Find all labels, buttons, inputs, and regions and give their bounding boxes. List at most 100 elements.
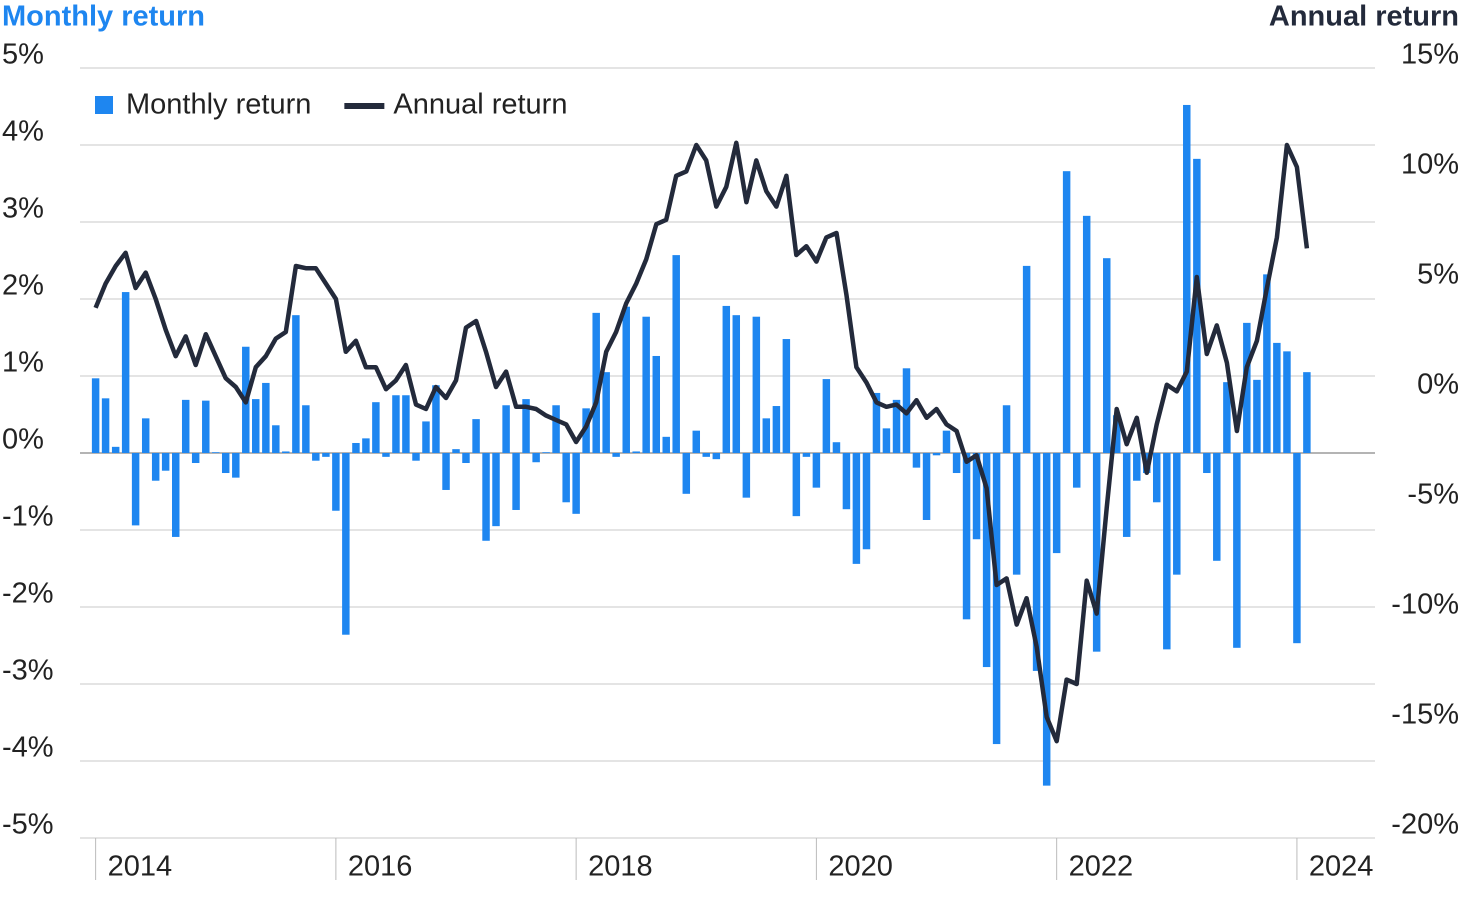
- bar: [862, 453, 871, 550]
- bar: [1022, 265, 1031, 453]
- bar: [892, 399, 901, 453]
- bar: [562, 453, 570, 503]
- bar: [1062, 171, 1071, 453]
- bar: [1193, 158, 1201, 454]
- bar: [1052, 453, 1061, 554]
- bar: [1002, 405, 1011, 453]
- bar: [181, 399, 190, 453]
- y-tick-label: 2%: [2, 270, 44, 302]
- bar: [502, 405, 510, 453]
- bar: [161, 453, 170, 471]
- y-tick-label: -5%: [2, 809, 54, 841]
- bar: [1293, 453, 1301, 644]
- bar: [512, 453, 520, 510]
- x-tick-label: 2014: [108, 851, 173, 883]
- bar: [632, 451, 640, 453]
- bar: [131, 453, 140, 526]
- bar: [552, 405, 560, 453]
- bar: [982, 453, 991, 668]
- bar: [592, 312, 600, 453]
- bar: [191, 453, 200, 464]
- bar: [912, 453, 921, 468]
- bar: [442, 453, 450, 490]
- bar: [882, 428, 891, 453]
- bar: [452, 449, 460, 453]
- bar: [482, 453, 490, 541]
- bar: [492, 453, 500, 527]
- bar: [992, 453, 1001, 745]
- bar: [762, 418, 771, 453]
- bar: [1263, 274, 1271, 453]
- bar: [812, 453, 821, 488]
- bar: [352, 442, 360, 453]
- y-axis-title: Monthly return: [2, 1, 205, 33]
- bar: [362, 438, 370, 453]
- bar: [692, 430, 701, 453]
- bar: [672, 255, 680, 453]
- bar: [312, 453, 320, 461]
- y-tick-label: -3%: [2, 655, 54, 687]
- bar: [1203, 453, 1211, 474]
- bar: [752, 316, 761, 453]
- bar: [402, 395, 410, 453]
- bar: [702, 453, 710, 457]
- bar: [232, 453, 240, 478]
- bar: [1233, 453, 1241, 648]
- bar: [872, 392, 881, 453]
- bar: [542, 452, 550, 453]
- bar: [732, 315, 741, 453]
- bar: [712, 453, 721, 460]
- bar: [742, 453, 751, 498]
- bar: [212, 452, 220, 453]
- bar: [392, 395, 400, 453]
- bar: [1042, 453, 1051, 786]
- legend-label: Monthly return: [126, 89, 311, 121]
- bar: [1223, 382, 1231, 453]
- bar: [342, 453, 350, 635]
- y-tick-label: 3%: [2, 193, 44, 225]
- bar: [1243, 322, 1251, 453]
- bar: [221, 453, 230, 474]
- y2-tick-label: 10%: [1401, 149, 1459, 181]
- bar: [662, 436, 670, 453]
- bar: [962, 453, 971, 620]
- bar: [1273, 342, 1281, 453]
- bar: [532, 453, 540, 463]
- bar: [462, 453, 470, 464]
- bar: [422, 421, 430, 453]
- bar: [1082, 215, 1091, 453]
- x-tick-label: 2020: [828, 851, 893, 883]
- bar: [1152, 453, 1161, 503]
- bar: [792, 453, 801, 517]
- y2-tick-label: -5%: [1407, 479, 1459, 511]
- y-tick-label: -4%: [2, 732, 54, 764]
- x-tick-label: 2016: [348, 851, 413, 883]
- bar: [1122, 453, 1131, 537]
- y2-tick-label: -20%: [1391, 809, 1459, 841]
- y2-tick-label: -10%: [1391, 589, 1459, 621]
- bar: [652, 355, 661, 453]
- legend-label: Annual return: [393, 89, 567, 121]
- x-tick-label: 2022: [1069, 851, 1134, 883]
- bar: [802, 453, 811, 457]
- bar: [111, 446, 120, 453]
- x-tick-label: 2024: [1309, 851, 1374, 883]
- bar: [1103, 258, 1111, 453]
- bar: [282, 451, 290, 453]
- bar: [1283, 351, 1291, 453]
- bar: [772, 406, 781, 453]
- bar: [1092, 453, 1101, 652]
- bar: [842, 453, 851, 510]
- bar: [1253, 379, 1261, 453]
- bar: [972, 453, 981, 540]
- bar: [932, 453, 941, 456]
- bar: [1183, 104, 1191, 454]
- bar: [272, 425, 280, 453]
- bar: [682, 453, 691, 494]
- bar: [1303, 372, 1311, 453]
- bar: [91, 378, 100, 453]
- y2-tick-label: 0%: [1417, 369, 1459, 401]
- bar: [372, 402, 380, 453]
- y-tick-label: -1%: [2, 501, 54, 533]
